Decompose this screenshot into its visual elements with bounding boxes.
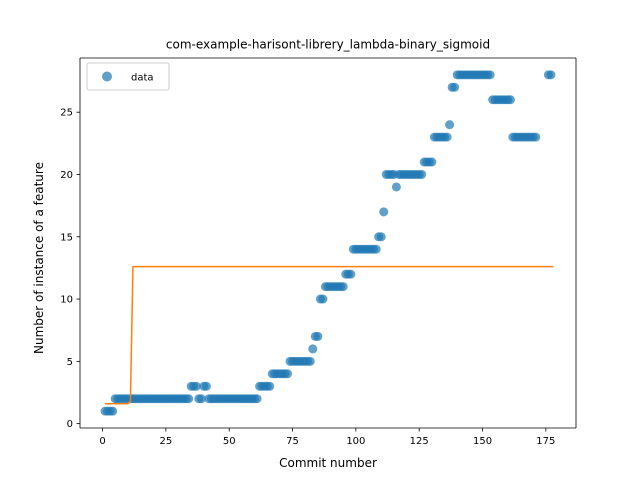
data-point: [427, 157, 437, 167]
chart-title: com-example-harisont-librery_lambda-bina…: [166, 38, 490, 52]
data-point: [201, 381, 211, 391]
x-tick-label: 0: [99, 436, 105, 447]
data-point: [346, 269, 356, 279]
x-tick-label: 25: [160, 436, 173, 447]
data-point: [445, 120, 455, 130]
x-tick-label: 150: [473, 436, 492, 447]
x-axis-ticks: 0 25 50 75 100 125 150 175: [99, 428, 555, 447]
data-point: [371, 244, 381, 254]
data-point: [379, 207, 389, 217]
data-point: [485, 70, 495, 80]
data-point: [450, 82, 460, 92]
data-point: [282, 369, 292, 379]
data-point: [108, 406, 118, 416]
data-point: [338, 282, 348, 292]
data-point: [196, 394, 206, 404]
data-point: [376, 232, 386, 242]
x-tick-label: 125: [410, 436, 429, 447]
legend: data: [86, 62, 170, 91]
data-point: [305, 356, 315, 366]
y-tick-label: 15: [60, 232, 73, 243]
data-point: [505, 95, 515, 105]
y-tick-label: 5: [67, 357, 73, 368]
x-axis-label: Commit number: [279, 456, 377, 470]
y-tick-label: 0: [67, 419, 73, 430]
y-axis-ticks: 0 5 10 15 20 25: [60, 108, 80, 430]
data-point: [546, 70, 556, 80]
data-point: [318, 294, 328, 304]
y-tick-label: 20: [60, 170, 73, 181]
data-point: [417, 169, 427, 179]
legend-box: [86, 62, 170, 91]
legend-label: data: [131, 73, 154, 84]
x-tick-label: 75: [286, 436, 299, 447]
x-tick-label: 100: [346, 436, 365, 447]
y-tick-label: 10: [60, 295, 73, 306]
x-tick-label: 50: [223, 436, 236, 447]
y-tick-label: 25: [60, 108, 73, 119]
data-point: [252, 394, 262, 404]
fit-line: [105, 265, 554, 405]
data-point: [308, 344, 318, 354]
data-point: [531, 132, 541, 142]
y-axis-label: Number of instance of a feature: [32, 162, 46, 354]
data-point: [191, 381, 201, 391]
legend-marker: [102, 71, 112, 82]
x-tick-label: 175: [536, 436, 555, 447]
data-point: [442, 132, 452, 142]
data-point: [391, 182, 401, 192]
plot-area: [79, 57, 577, 429]
data-point: [265, 381, 275, 391]
data-point: [184, 394, 194, 404]
data-point: [313, 331, 323, 341]
